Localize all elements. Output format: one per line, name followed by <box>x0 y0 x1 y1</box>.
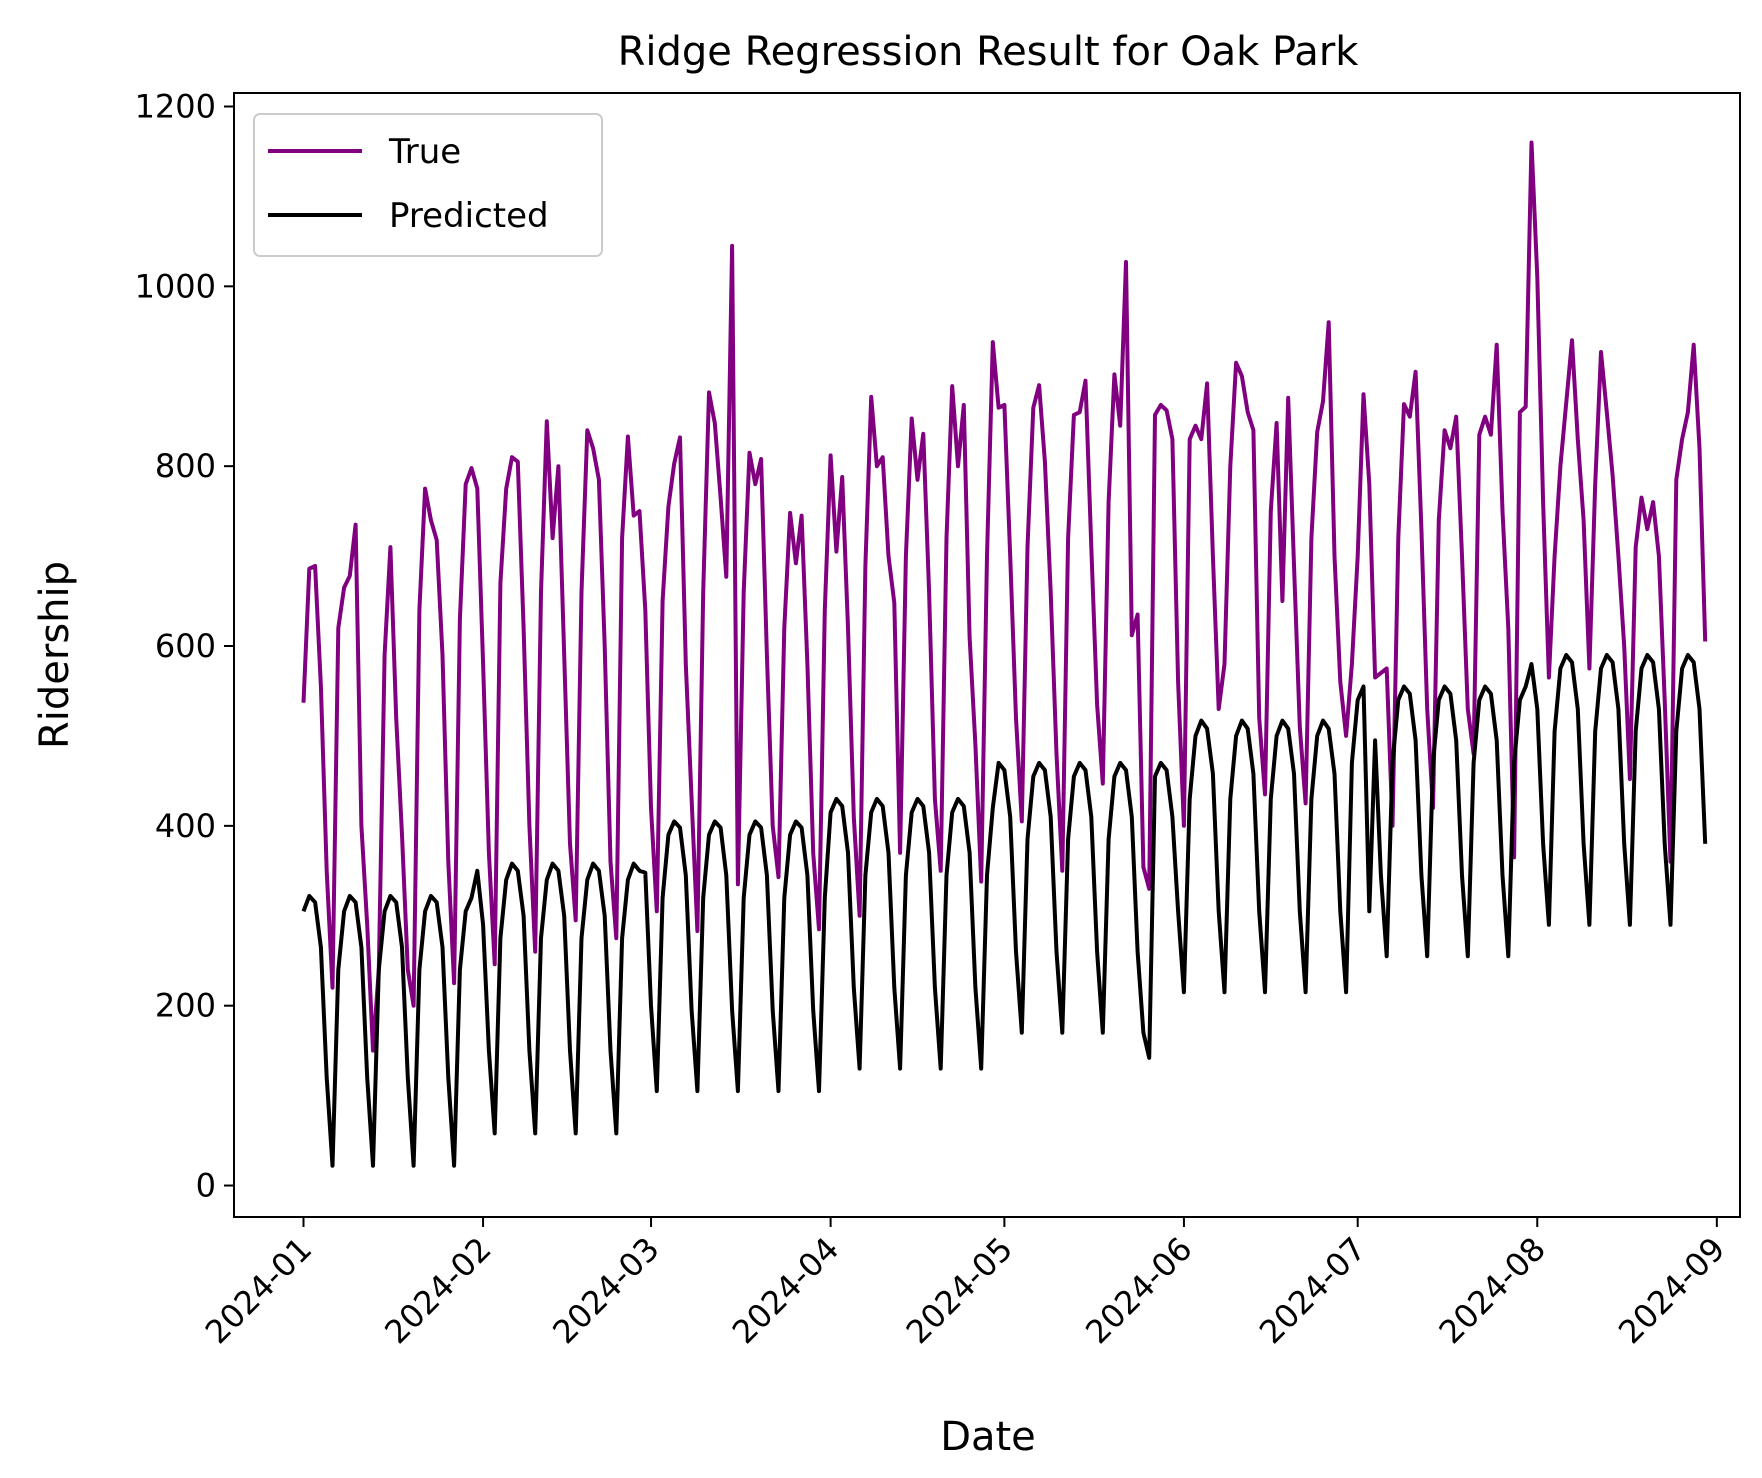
y-tick-label: 1000 <box>135 267 216 305</box>
y-tick-label: 600 <box>155 627 216 665</box>
legend-label-true: True <box>388 132 461 172</box>
y-tick-label: 1200 <box>135 87 216 125</box>
chart-title: Ridge Regression Result for Oak Park <box>618 29 1360 75</box>
plot-frame <box>233 92 1741 1218</box>
plot-area <box>233 92 1741 1218</box>
y-tick-label: 400 <box>155 807 216 845</box>
legend-label-predicted: Predicted <box>389 196 549 236</box>
series-line-true <box>301 140 1708 1053</box>
series-line-predicted <box>301 653 1708 1168</box>
y-tick-label: 800 <box>155 447 216 485</box>
series-layer <box>301 140 1708 1168</box>
y-tick-label: 200 <box>155 987 216 1025</box>
y-tick-label: 0 <box>196 1167 216 1205</box>
x-axis-label: Date <box>940 1414 1036 1460</box>
y-axis: 0 200 400 600 800 1000 1200 <box>135 87 234 1205</box>
legend: True Predicted <box>253 113 603 257</box>
y-axis-label: Ridership <box>32 561 78 749</box>
